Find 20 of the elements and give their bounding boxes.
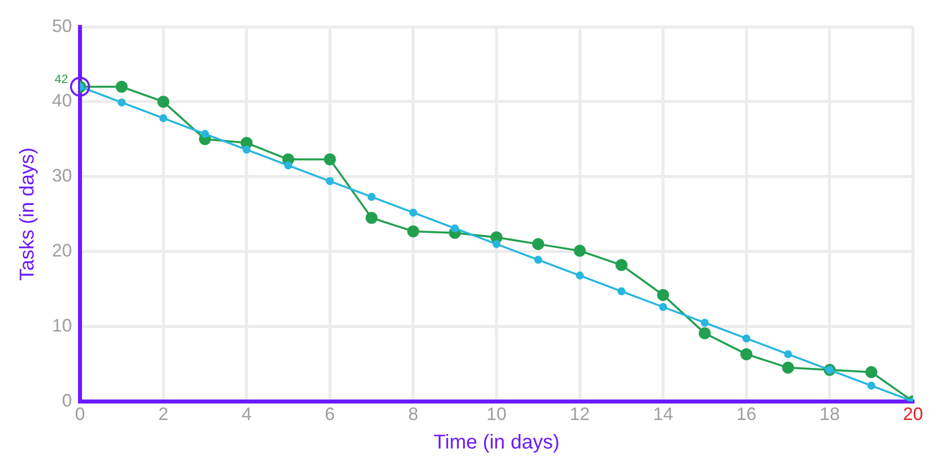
y-tick-label: 0 [62, 390, 72, 410]
y-tick-label: 20 [52, 240, 72, 261]
x-tick-label: 20 [902, 404, 924, 424]
x-tick-label: 2 [158, 404, 168, 424]
y-tick-label: 10 [52, 315, 72, 336]
x-tick-label: 8 [408, 404, 418, 424]
y-axis-title: Tasks (in days) [16, 147, 39, 281]
x-axis-title: Time (in days) [434, 432, 560, 454]
x-tick-label: 16 [736, 404, 756, 424]
y-tick-label: 30 [52, 166, 72, 186]
x-tick-label: 12 [570, 404, 590, 424]
y-tick-label: 50 [52, 16, 72, 36]
x-tick-label: 6 [324, 404, 335, 424]
x-tick-label: 0 [75, 404, 86, 424]
x-tick-label: 10 [486, 404, 507, 424]
x-tick-label: 18 [820, 404, 840, 424]
x-tick-label: 4 [242, 404, 252, 424]
y-tick-label: 40 [52, 90, 72, 111]
x-tick-label: 14 [653, 404, 674, 424]
annotation: 42 [54, 72, 68, 86]
